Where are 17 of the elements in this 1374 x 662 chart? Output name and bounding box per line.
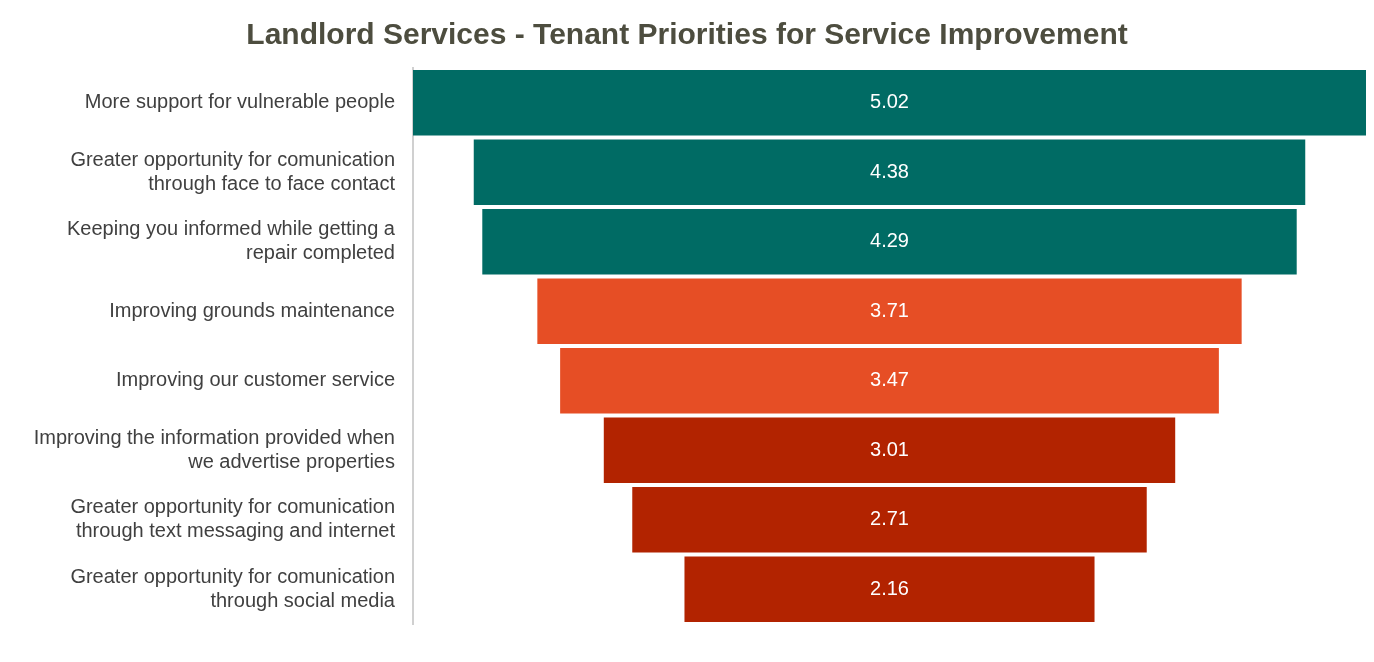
data-label: 3.01 <box>870 437 909 460</box>
category-label: Improving our customer service <box>116 368 395 391</box>
category-label: More support for vulnerable people <box>84 90 395 113</box>
category-label: Improving grounds maintenance <box>109 298 395 321</box>
category-label: Greater opportunity for comunication through social media <box>70 564 396 611</box>
data-label: 5.02 <box>870 90 909 113</box>
category-label: Greater opportunity for comunication through face to face contact <box>70 147 396 194</box>
category-label: Keeping you informed while getting a repair completed <box>67 217 396 264</box>
category-label: Greater opportunity for comunication through text messaging and internet <box>70 495 396 542</box>
data-label: 3.47 <box>870 368 909 391</box>
data-label: 2.16 <box>870 576 909 599</box>
data-label: 4.29 <box>870 229 909 252</box>
data-label: 4.38 <box>870 159 909 182</box>
data-label: 2.71 <box>870 507 909 530</box>
data-label: 3.71 <box>870 298 909 321</box>
category-label: Improving the information provided when we advertise properties <box>33 425 395 472</box>
text: Landlord Services - Tenant Priorities for Service Improvement <box>246 17 1128 51</box>
